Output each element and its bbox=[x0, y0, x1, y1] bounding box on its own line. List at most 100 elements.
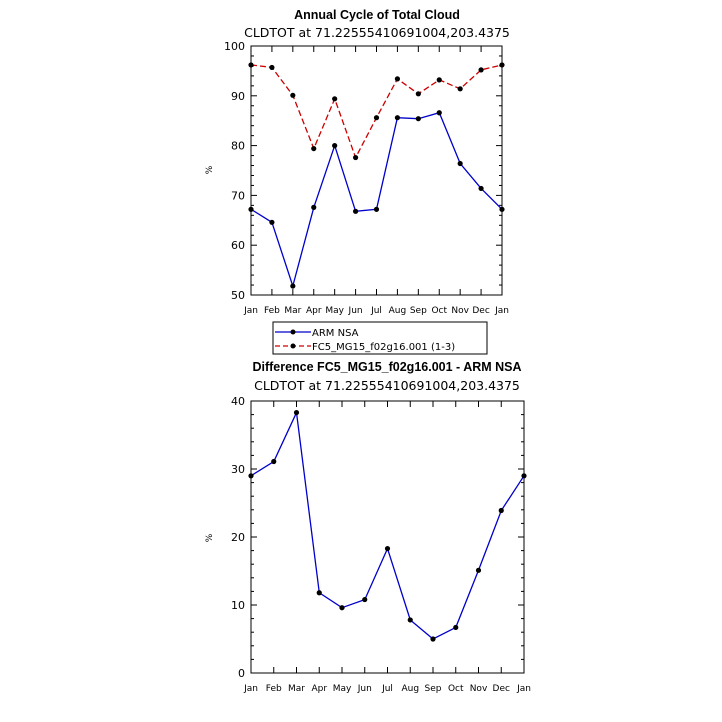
data-point bbox=[457, 160, 463, 167]
x-tick-label: Mar bbox=[288, 684, 305, 694]
x-tick-label: Jun bbox=[357, 684, 372, 694]
data-point bbox=[290, 283, 296, 289]
chart1-ylabel: % bbox=[205, 165, 215, 174]
data-point bbox=[499, 62, 505, 68]
y-tick-label: 100 bbox=[224, 40, 245, 53]
x-tick-label: Mar bbox=[284, 306, 301, 316]
x-tick-label: Feb bbox=[266, 684, 282, 694]
x-tick-label: Jun bbox=[348, 306, 363, 316]
y-tick-label: 20 bbox=[231, 531, 245, 544]
y-tick-label: 90 bbox=[231, 90, 245, 103]
data-point bbox=[373, 115, 380, 121]
data-point bbox=[311, 204, 317, 210]
x-tick-label: Dec bbox=[472, 306, 489, 316]
data-point bbox=[457, 86, 463, 92]
data-point bbox=[362, 596, 368, 603]
chart2-subtitle: CLDTOT at 71.22555410691004,203.4375 bbox=[254, 378, 520, 393]
chart1-title: Annual Cycle of Total Cloud bbox=[294, 8, 460, 22]
chart1-subtitle: CLDTOT at 71.22555410691004,203.4375 bbox=[244, 25, 510, 40]
difference-chart: Difference FC5_MG15_f02g16.001 - ARM NSA… bbox=[205, 360, 531, 694]
data-point bbox=[415, 91, 421, 97]
chart1-frame bbox=[250, 45, 503, 296]
chart2-frame bbox=[250, 400, 525, 674]
data-point bbox=[436, 77, 442, 83]
x-tick-label: Aug bbox=[389, 306, 407, 316]
data-point bbox=[248, 62, 254, 68]
data-point bbox=[430, 636, 436, 642]
x-tick-label: Sep bbox=[410, 306, 427, 316]
y-tick-label: 10 bbox=[231, 599, 245, 612]
legend-box bbox=[272, 321, 488, 355]
data-point bbox=[352, 208, 359, 214]
data-point bbox=[373, 206, 380, 212]
x-tick-label: May bbox=[333, 684, 352, 694]
data-point bbox=[269, 219, 275, 225]
legend-arm-marker bbox=[290, 329, 296, 335]
data-point bbox=[332, 96, 338, 102]
chart2-series bbox=[248, 409, 527, 642]
x-tick-label: Nov bbox=[451, 306, 469, 316]
data-point bbox=[475, 567, 482, 573]
x-tick-label: May bbox=[325, 306, 344, 316]
series-line-0 bbox=[250, 111, 503, 289]
data-point bbox=[271, 458, 277, 465]
legend-arm-label: ARM NSA bbox=[312, 328, 359, 339]
x-tick-label: Jul bbox=[381, 684, 393, 694]
x-tick-label: Jan bbox=[516, 684, 531, 694]
data-point bbox=[269, 64, 275, 71]
y-tick-label: 80 bbox=[231, 140, 245, 153]
data-point bbox=[498, 507, 504, 514]
data-point bbox=[453, 624, 459, 631]
data-point bbox=[415, 116, 421, 122]
x-tick-label: Sep bbox=[425, 684, 442, 694]
chart1-ticks: Jan Feb Mar Apr May Jun Jul Aug Sep Oct Nov Dec Jan 5… bbox=[224, 40, 509, 316]
x-tick-label: Apr bbox=[306, 306, 322, 316]
chart1-legend: ARM NSA FC5_MG15_f02g16.001 (1-3) bbox=[272, 321, 488, 355]
x-tick-label: Oct bbox=[448, 684, 464, 694]
data-point bbox=[290, 92, 296, 98]
x-tick-label: Feb bbox=[264, 306, 280, 316]
x-tick-label: Aug bbox=[401, 684, 419, 694]
data-point bbox=[339, 605, 345, 611]
x-tick-label: Oct bbox=[431, 306, 447, 316]
x-tick-label: Apr bbox=[311, 684, 327, 694]
x-tick-label: Nov bbox=[470, 684, 488, 694]
data-point bbox=[384, 545, 391, 552]
y-tick-label: 30 bbox=[231, 463, 245, 476]
y-tick-label: 0 bbox=[238, 667, 245, 680]
y-tick-label: 40 bbox=[231, 395, 245, 408]
y-tick-label: 60 bbox=[231, 239, 245, 252]
data-point bbox=[394, 76, 401, 82]
legend-model-marker bbox=[290, 343, 296, 349]
data-point bbox=[394, 115, 401, 121]
chart2-title: Difference FC5_MG15_f02g16.001 - ARM NSA bbox=[252, 360, 521, 374]
y-tick-label: 50 bbox=[231, 289, 245, 302]
data-point bbox=[311, 145, 317, 152]
data-point bbox=[407, 617, 413, 623]
data-point bbox=[316, 590, 322, 596]
x-tick-label: Jul bbox=[370, 306, 382, 316]
chart2-ticks: Jan Feb Mar Apr May Jun Jul Aug Sep Oct Nov Dec Jan 0… bbox=[231, 395, 531, 694]
series-line-0 bbox=[250, 410, 525, 640]
data-point bbox=[521, 473, 527, 479]
x-tick-label: Dec bbox=[493, 684, 510, 694]
data-point bbox=[332, 143, 338, 149]
data-point bbox=[478, 67, 484, 73]
chart1-series bbox=[248, 62, 505, 289]
series-line-1 bbox=[250, 64, 503, 160]
data-point bbox=[436, 110, 442, 116]
y-tick-label: 70 bbox=[231, 189, 245, 202]
x-tick-label: Jan bbox=[494, 306, 509, 316]
annual-cycle-chart: Annual Cycle of Total Cloud CLDTOT at 71… bbox=[205, 8, 510, 355]
chart2-ylabel: % bbox=[205, 533, 215, 542]
data-point bbox=[352, 154, 359, 161]
data-point bbox=[478, 185, 484, 192]
data-point bbox=[248, 473, 254, 479]
legend-model-label: FC5_MG15_f02g16.001 (1-3) bbox=[312, 342, 455, 353]
x-tick-label: Jan bbox=[243, 306, 258, 316]
x-tick-label: Jan bbox=[243, 684, 258, 694]
data-point bbox=[499, 206, 505, 212]
data-point bbox=[248, 206, 254, 212]
data-point bbox=[293, 409, 300, 416]
